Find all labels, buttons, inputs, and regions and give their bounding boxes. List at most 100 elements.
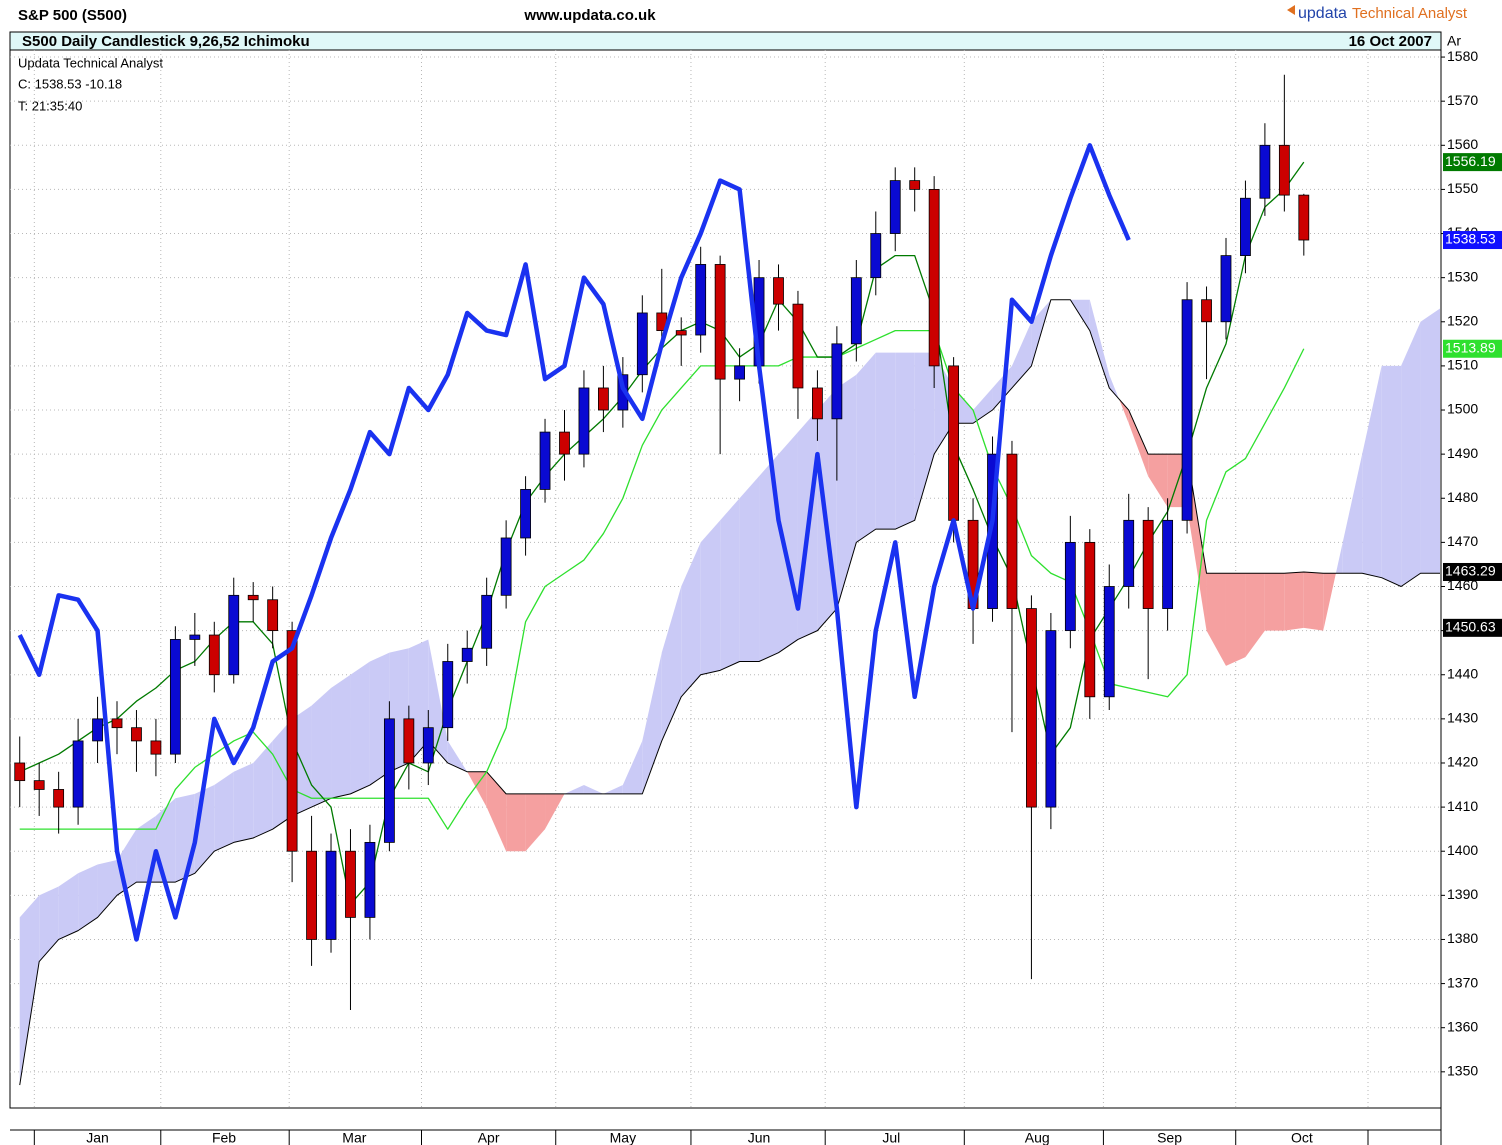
- cloud: [486, 771, 507, 852]
- cloud: [1381, 365, 1402, 587]
- y-tick-label: 1350: [1447, 1063, 1478, 1079]
- candle-body: [948, 365, 960, 521]
- cloud: [661, 586, 682, 741]
- candle-body: [1240, 197, 1251, 256]
- y-tick-label: 1370: [1447, 974, 1478, 990]
- x-tick-label: Oct: [1291, 1130, 1313, 1145]
- x-tick-label: Jun: [748, 1130, 771, 1145]
- x-tick-label: Feb: [212, 1130, 236, 1145]
- price-tag-label: 1450.63: [1445, 619, 1496, 635]
- candle-body: [442, 661, 454, 729]
- candle-body: [675, 330, 687, 336]
- y-tick-label: 1410: [1447, 798, 1478, 814]
- axis: 1350 1360 1370 1380 1390 1400 1410 1420 1430 1440…: [33, 48, 1502, 1145]
- cloud: [350, 661, 370, 794]
- cloud: [1420, 308, 1440, 574]
- cloud: [720, 498, 740, 671]
- y-tick-label: 1440: [1447, 665, 1478, 681]
- candle-body: [792, 303, 804, 389]
- candle-body: [208, 634, 220, 676]
- candle-body: [325, 850, 337, 940]
- candle-body: [500, 537, 512, 596]
- cloud: [1109, 374, 1119, 399]
- candle-body: [1123, 519, 1135, 587]
- y-tick-label: 1360: [1447, 1018, 1478, 1034]
- price-tag-label: 1556.19: [1445, 153, 1496, 169]
- info-line: Updata Technical Analyst: [18, 55, 163, 70]
- cloud: [759, 454, 779, 662]
- candle-body: [1045, 630, 1057, 808]
- chart-title: S500 Daily Candlestick 9,26,52 Ichimoku: [22, 33, 310, 50]
- y-tick-label: 1500: [1447, 401, 1478, 417]
- price-tag: [1443, 618, 1502, 637]
- candle-body: [539, 431, 551, 490]
- candle-body: [1064, 541, 1076, 632]
- chart-date: 16 Oct 2007: [1349, 33, 1432, 50]
- candle-body: [773, 277, 784, 305]
- candle-body: [14, 762, 26, 782]
- y-tick-label: 1470: [1447, 533, 1478, 549]
- y-tick-label: 1510: [1447, 357, 1478, 373]
- candle-body: [1084, 541, 1096, 698]
- y-tick-label: 1390: [1447, 886, 1478, 902]
- cloud: [642, 652, 662, 794]
- candle-body: [714, 264, 726, 380]
- y-tick-label: 1380: [1447, 930, 1478, 946]
- candle-body: [987, 453, 998, 609]
- cloud: [973, 387, 993, 424]
- cloud: [914, 352, 935, 521]
- cloud: [1089, 299, 1110, 388]
- brand-name: updata: [1298, 5, 1347, 22]
- cloud: [39, 886, 59, 962]
- candle-body: [870, 233, 882, 279]
- candle-body: [383, 718, 395, 843]
- cloud: [836, 374, 857, 609]
- cloud: [447, 740, 468, 772]
- candle-body: [1142, 519, 1154, 609]
- candle-body: [1298, 194, 1310, 241]
- candle-body: [889, 180, 901, 234]
- candle-body: [150, 740, 162, 755]
- candle-body: [461, 647, 473, 662]
- price-tag: [1443, 153, 1502, 172]
- y-tick-label: 1530: [1447, 268, 1478, 284]
- cloud: [1401, 321, 1421, 587]
- cloud: [856, 352, 876, 543]
- candle-body: [1220, 255, 1232, 323]
- brand-icon: [1287, 5, 1295, 15]
- y-tick-label: 1400: [1447, 842, 1478, 858]
- cloud: [506, 793, 526, 852]
- candle-body: [909, 180, 921, 190]
- symbol: S&P 500 (S500): [18, 7, 127, 24]
- cloud: [58, 873, 79, 940]
- candle-body: [636, 312, 648, 376]
- y-tick-label: 1490: [1447, 445, 1478, 461]
- price-tag-label: 1463.29: [1445, 563, 1496, 579]
- cloud: [1128, 410, 1149, 477]
- info-line: C: 1538.53 -10.18: [18, 76, 122, 91]
- y-tick-label: 1430: [1447, 710, 1478, 726]
- cloud: [1225, 573, 1246, 666]
- candle-body: [92, 718, 103, 742]
- price-tag: [1443, 562, 1502, 581]
- candle-body: [72, 740, 84, 808]
- cloud: [1118, 398, 1129, 424]
- price-tag: [1443, 231, 1502, 250]
- cloud: [253, 740, 273, 838]
- candle-body: [247, 594, 259, 601]
- candle-body: [559, 431, 570, 455]
- x-tick-label: Aug: [1025, 1130, 1050, 1145]
- cloud: [739, 476, 760, 662]
- cloud: [875, 352, 896, 530]
- cloud: [778, 432, 798, 653]
- cloud: [233, 762, 254, 843]
- candle-body: [850, 277, 862, 345]
- candle-body: [189, 634, 201, 640]
- candle-body: [734, 365, 745, 380]
- cloud: [1362, 365, 1382, 578]
- cloud: [681, 542, 701, 697]
- candle-body: [598, 387, 609, 411]
- cloud: [1342, 454, 1363, 574]
- cloud: [175, 793, 195, 883]
